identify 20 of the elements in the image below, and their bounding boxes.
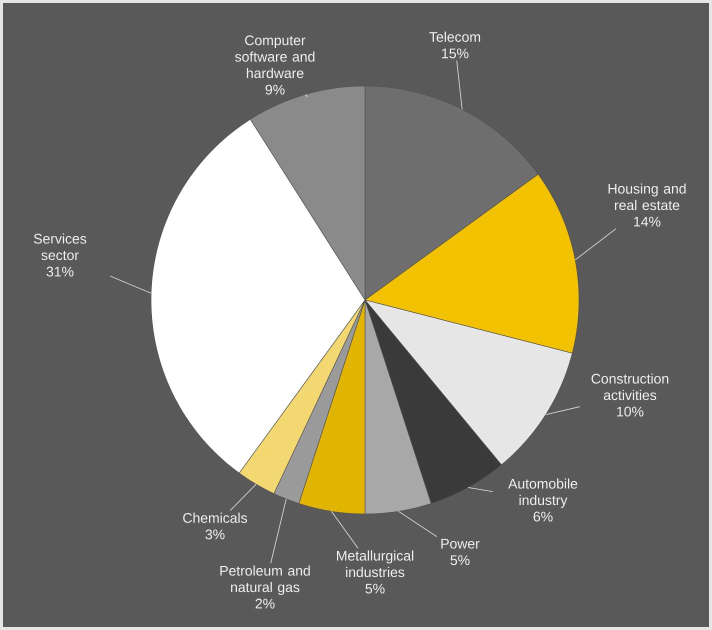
slice-label: Telecom [429, 32, 480, 42]
slice-label: Housing and real estate [608, 183, 686, 210]
slice-label: Services sector [34, 233, 86, 260]
data-label: 2% [256, 598, 275, 609]
slice-label: Chemicals [183, 512, 248, 523]
data-label: 9% [266, 84, 285, 95]
data-label: 14% [634, 216, 660, 227]
data-label: 6% [534, 512, 553, 522]
data-label: 3% [205, 529, 225, 540]
data-label: 10% [617, 406, 644, 417]
slice-label: Computer software and hardware [235, 35, 314, 78]
data-label: 15% [442, 48, 468, 58]
slice-label: Automobile industry [508, 478, 578, 508]
data-label: 31% [46, 266, 74, 277]
data-label: 5% [365, 584, 385, 594]
slice-label: Power [441, 538, 480, 549]
slice-label: Petroleum and natural gas [220, 565, 310, 595]
slice-label: Construction activities [592, 373, 668, 400]
slice-label: Metallurgical industries [337, 550, 414, 578]
data-label: 5% [450, 555, 470, 566]
